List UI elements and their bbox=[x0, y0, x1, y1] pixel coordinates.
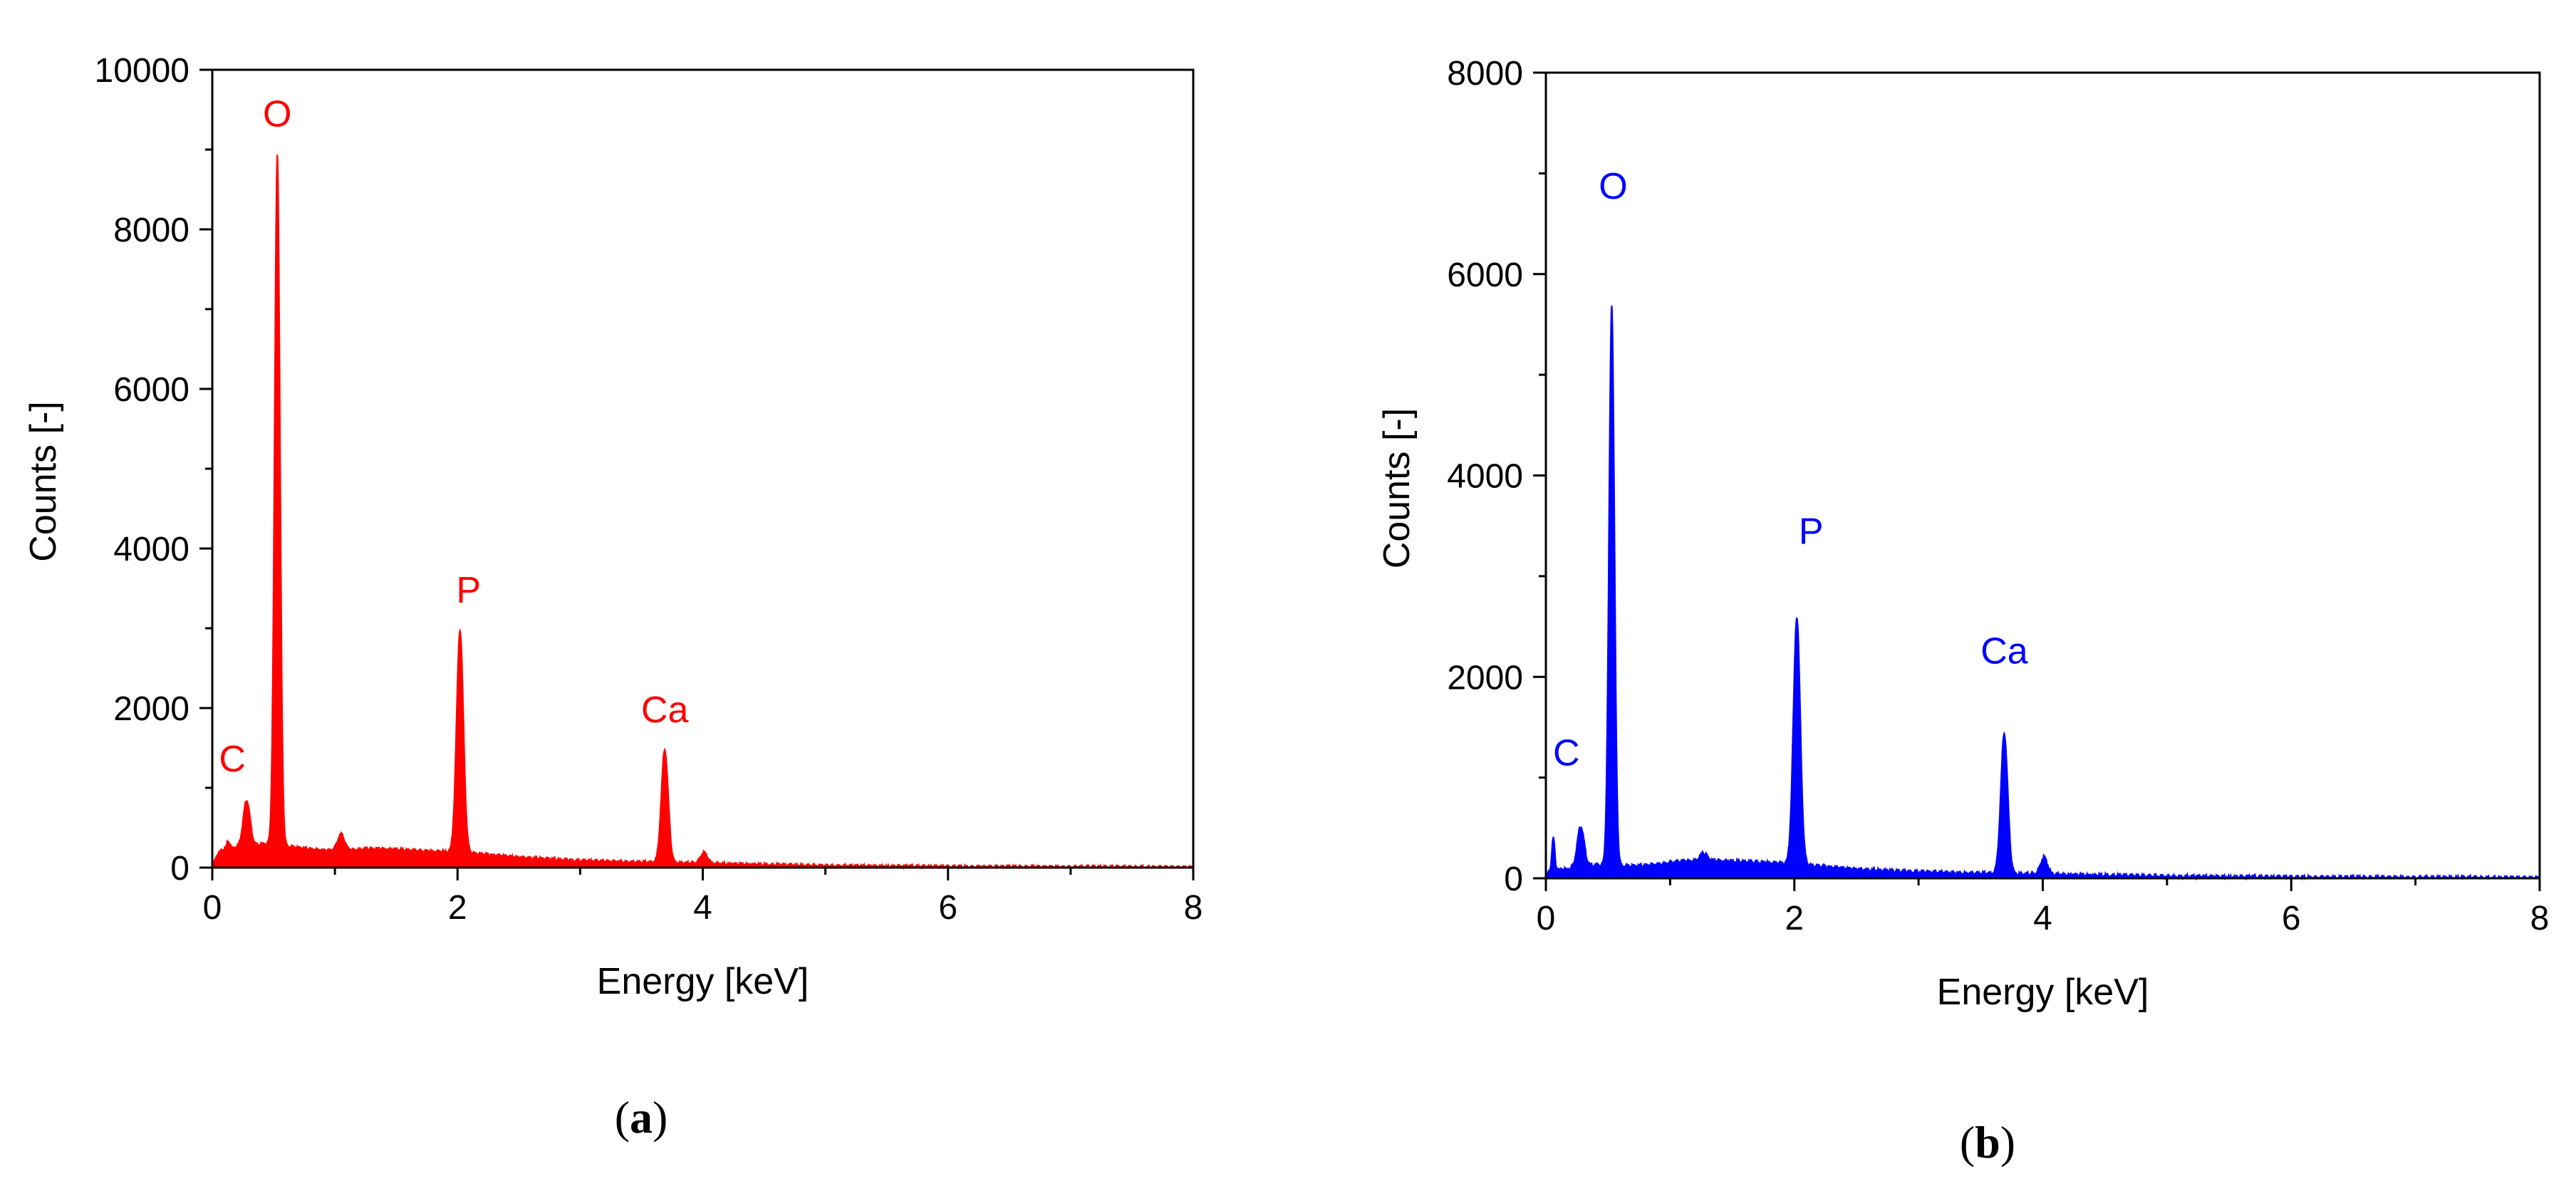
y-tick-label: 0 bbox=[170, 850, 189, 888]
spectrum-area bbox=[1544, 305, 2540, 881]
y-tick-label: 6000 bbox=[113, 371, 189, 409]
x-tick-label: 4 bbox=[2033, 900, 2052, 937]
y-tick-label: 4000 bbox=[113, 531, 189, 568]
chart-panel-a: 0 2 4 6 8 0 2000 4000 6000 8000 10000 Energy [keV] C… bbox=[23, 52, 1203, 1143]
peak-label-p: P bbox=[456, 570, 481, 611]
x-axis-title: Energy [keV] bbox=[597, 961, 809, 1002]
y-tick-label: 2000 bbox=[1447, 659, 1523, 697]
peak-label-c: C bbox=[1553, 732, 1580, 774]
x-tick-label: 2 bbox=[1785, 900, 1804, 937]
y-tick-label: 4000 bbox=[1447, 458, 1523, 496]
panel-label: (b) bbox=[1960, 1117, 2015, 1167]
peak-label-ca: Ca bbox=[641, 690, 689, 731]
y-tick-label: 6000 bbox=[1447, 256, 1523, 294]
peak-label-o: O bbox=[1599, 166, 1627, 207]
chart-panel-b: 0 2 4 6 8 0 2000 4000 6000 8000 Energy [keV] Counts… bbox=[1376, 55, 2549, 1167]
x-tick-label: 8 bbox=[2530, 900, 2550, 937]
peak-label-o: O bbox=[263, 94, 291, 135]
peak-label-c: C bbox=[219, 739, 246, 780]
panel-label: (a) bbox=[615, 1092, 668, 1143]
peak-label-ca: Ca bbox=[1980, 630, 2028, 672]
peak-label-p: P bbox=[1799, 511, 1824, 552]
spectrum-area bbox=[211, 154, 1193, 870]
x-axis-title: Energy [keV] bbox=[1937, 972, 2149, 1013]
y-tick-label: 10000 bbox=[95, 52, 189, 90]
x-tick-label: 0 bbox=[203, 889, 222, 927]
x-tick-label: 8 bbox=[1184, 889, 1203, 927]
x-tick-label: 6 bbox=[2282, 900, 2301, 937]
y-tick-label: 0 bbox=[1504, 860, 1523, 898]
plot-frame bbox=[211, 68, 1195, 869]
y-axis-title: Counts [-] bbox=[1376, 408, 1418, 568]
x-tick-label: 6 bbox=[938, 889, 957, 927]
x-tick-label: 4 bbox=[693, 889, 712, 927]
y-tick-label: 8000 bbox=[113, 212, 189, 249]
x-tick-label: 2 bbox=[448, 889, 467, 927]
x-tick-label: 0 bbox=[1537, 900, 1556, 937]
y-tick-label: 8000 bbox=[1447, 55, 1523, 93]
y-axis-title: Counts [-] bbox=[23, 401, 64, 561]
y-tick-label: 2000 bbox=[113, 690, 189, 728]
plot-frame bbox=[1544, 71, 2541, 880]
